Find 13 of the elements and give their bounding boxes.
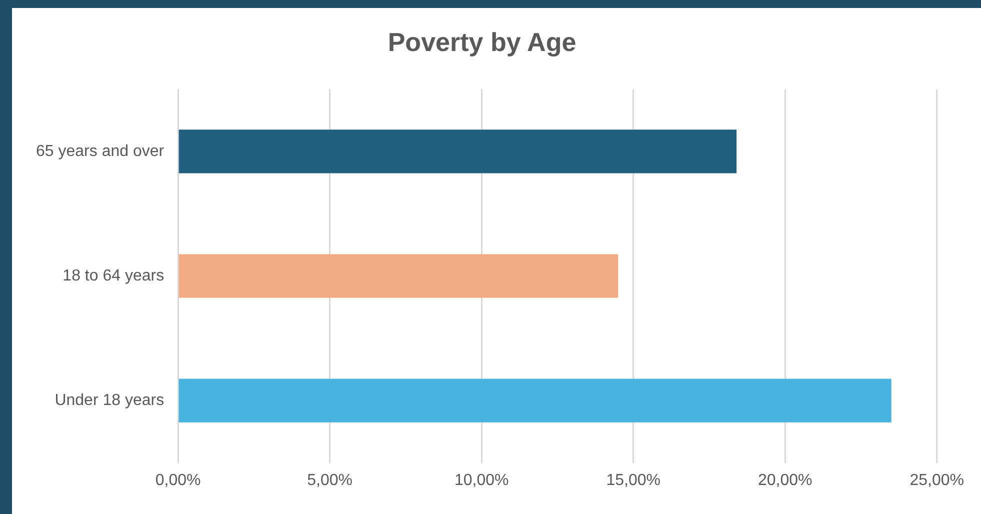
y-tick-label: Under 18 years [54,392,164,409]
y-tick-label: 18 to 64 years [62,267,164,284]
chart-title: Poverty by Age [388,26,576,57]
x-tick-label: 0,00% [155,472,201,489]
x-tick-label: 25,00% [910,472,964,489]
y-tick-label: 65 years and over [36,142,165,160]
x-tick-label: 10,00% [454,472,509,489]
bar [178,378,892,422]
bar [178,130,737,174]
x-tick-label: 5,00% [307,472,353,489]
x-tick-label: 15,00% [606,472,660,489]
bar [178,254,618,298]
x-tick-label: 20,00% [758,472,812,489]
